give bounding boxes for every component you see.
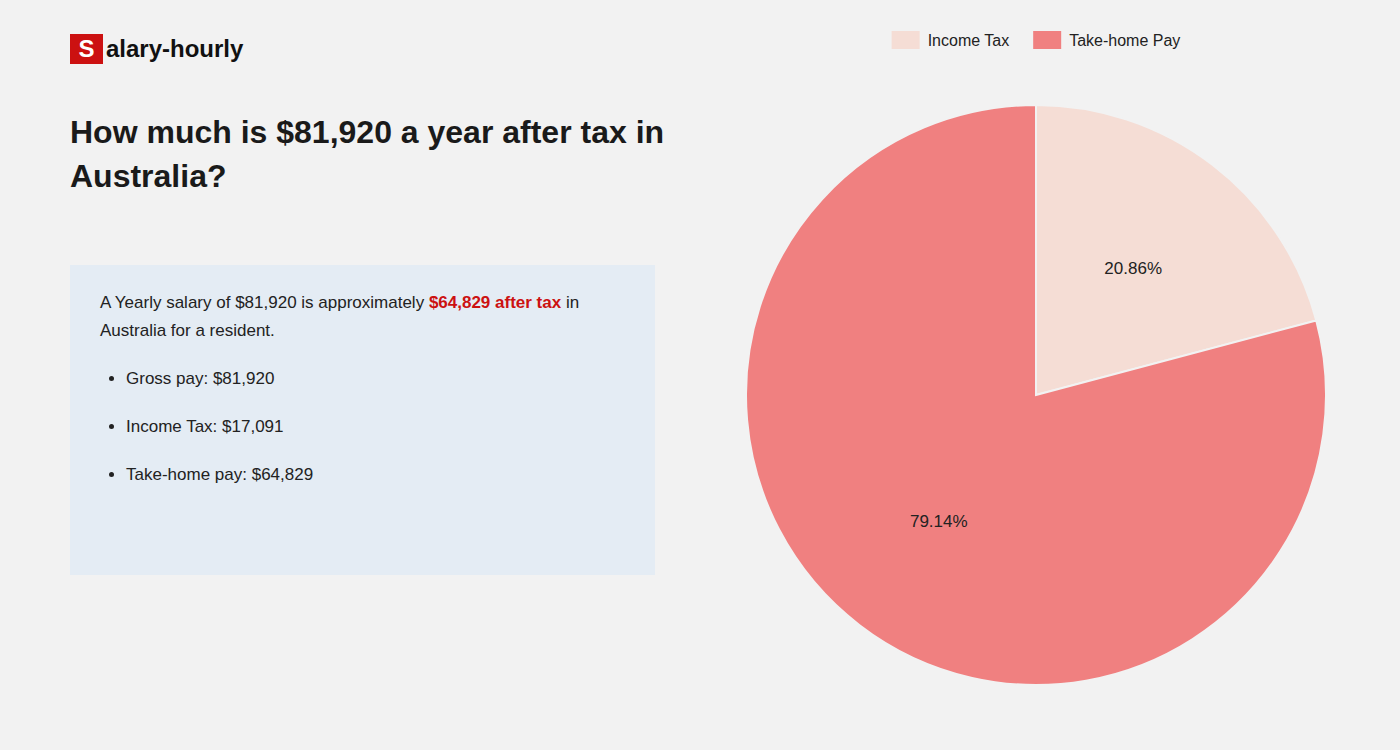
legend-label: Take-home Pay <box>1069 32 1180 49</box>
pie-slice <box>746 105 1326 685</box>
info-panel: Salary-hourly How much is $81,920 a year … <box>0 0 680 750</box>
summary-line: Australia for a resident. <box>100 317 625 345</box>
summary-text: in <box>561 293 579 312</box>
slices <box>746 105 1326 685</box>
legend-swatch <box>892 31 920 49</box>
data-labels: 20.86% 79.14% <box>910 259 1162 531</box>
logo: Salary-hourly <box>70 34 243 64</box>
pie-chart: 20.86% 79.14% Income Tax Take-home Pay <box>672 0 1400 750</box>
logo-text: alary-hourly <box>106 35 243 63</box>
bullet-list: Gross pay: $81,920 Income Tax: $17,091 Tak… <box>100 365 625 489</box>
bullet-item: Income Tax: $17,091 <box>126 413 625 441</box>
legend: Income Tax Take-home Pay <box>892 31 1181 49</box>
legend-label: Income Tax <box>928 32 1010 49</box>
legend-swatch <box>1033 31 1061 49</box>
data-label: 20.86% <box>1104 259 1162 278</box>
summary-line: A Yearly salary of $81,920 is approximat… <box>100 289 625 317</box>
info-box: A Yearly salary of $81,920 is approximat… <box>70 265 655 575</box>
bullet-item: Gross pay: $81,920 <box>126 365 625 393</box>
data-label: 79.14% <box>910 512 968 531</box>
summary-highlight: $64,829 after tax <box>429 293 561 312</box>
title: How much is $81,920 a year after tax in … <box>70 110 670 198</box>
bullet-item: Take-home pay: $64,829 <box>126 461 625 489</box>
logo-initial: S <box>70 34 103 64</box>
summary-text: A Yearly salary of $81,920 is approximat… <box>100 293 429 312</box>
